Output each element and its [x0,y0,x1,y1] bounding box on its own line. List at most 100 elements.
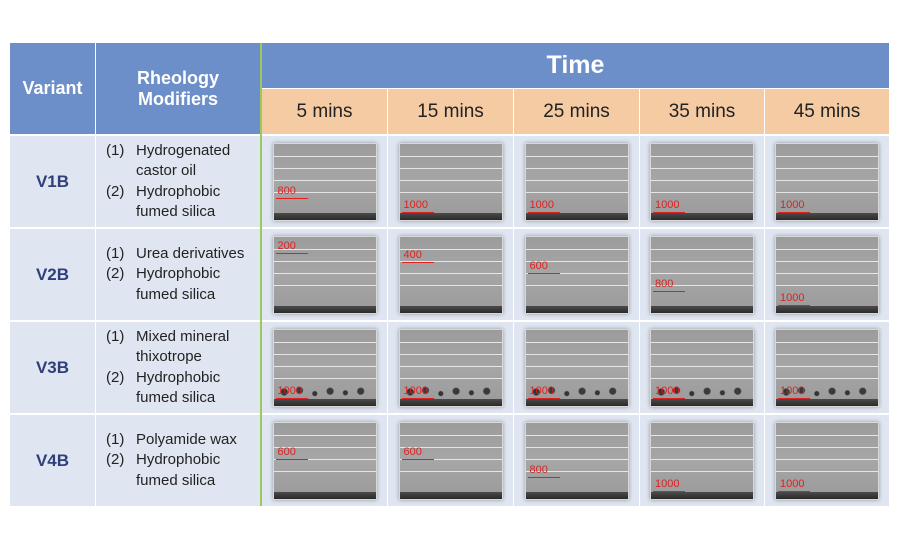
modifier-text-continued: castor oil [136,162,197,179]
modifier-text-continued: fumed silica [136,285,216,303]
panel-base [399,305,502,313]
panel-base [399,212,502,220]
sag-mark-line [653,397,685,399]
drawdown-line [776,167,878,169]
sag-mark-label: 600 [277,445,296,458]
drawdown-line [525,353,628,355]
drawdown-line [651,260,753,262]
panel-base [273,491,376,499]
variant-cell: V3B [10,322,95,413]
drawdown-line [273,179,376,181]
panel-base [776,398,878,406]
sag-test-image-cell: 800 [262,136,387,227]
sag-mark-label: 1000 [529,384,554,397]
drawdown-line [651,458,753,460]
sag-mark-label: 1000 [780,384,805,397]
sag-test-photo: 1000 [650,142,754,221]
sag-test-image-cell: 1000 [388,322,513,413]
sag-test-photo: 600 [524,235,629,314]
drawdown-line [399,353,502,355]
drawdown-line [651,179,753,181]
time-column-header: 15 mins [388,89,513,134]
sag-test-photo: 600 [398,421,503,500]
drawdown-line [273,272,376,274]
panel-base [525,212,628,220]
drawdown-line [273,353,376,355]
drawdown-line [525,377,628,379]
panel-base [651,491,753,499]
modifiers-cell: (1) Polyamide wax (2) Hydrophobic fumed sili… [96,415,260,506]
modifier-number: (2) [106,182,125,200]
sag-test-photo: 1000 [398,142,503,221]
panel-base [651,398,753,406]
variant-label: V3B [35,357,70,377]
sag-resistance-table: Variant Rheology Modifiers Time 5 mins 15… [10,43,889,506]
sag-mark-line [401,397,434,399]
column-divider [260,43,262,506]
sag-test-image-cell: 1000 [765,229,889,320]
drawdown-line [399,260,502,262]
sag-mark-label: 200 [277,239,296,252]
sag-mark-line [527,211,560,213]
time-column-label: 15 mins [417,100,484,122]
drawdown-line [651,284,753,286]
drawdown-line [273,446,376,448]
drawdown-line [651,446,753,448]
drawdown-line [651,365,753,367]
sag-test-photo: 800 [650,235,754,314]
sag-mark-label: 1000 [780,291,805,304]
rheology-modifiers-column-header: Rheology Modifiers [96,43,260,134]
drawdown-line [525,179,628,181]
sag-test-photo: 1000 [524,328,629,407]
panel-base [399,491,502,499]
time-column-header: 35 mins [640,89,764,134]
drawdown-line [651,341,753,343]
drawdown-line [273,377,376,379]
variant-label: V4B [35,450,70,470]
sag-mark-line [275,458,308,460]
drawdown-line [525,458,628,460]
modifier-item: (2) Hydrophobic [106,182,220,203]
time-column-label: 35 mins [668,100,736,122]
sag-mark-label: 600 [529,259,548,272]
sag-mark-label: 800 [277,184,296,197]
sag-test-photo: 800 [272,142,377,221]
sag-test-photo: 600 [272,421,377,500]
modifier-number: (1) [106,141,125,159]
sag-drip-marks [776,383,878,400]
time-column-header: 25 mins [514,89,639,134]
drawdown-line [525,272,628,274]
drawdown-line [273,284,376,286]
drawdown-line [525,260,628,262]
sag-test-image-cell: 1000 [765,136,889,227]
drawdown-line [651,434,753,436]
drawdown-line [525,284,628,286]
drawdown-line [273,341,376,343]
drawdown-line [525,365,628,367]
sag-test-image-cell: 1000 [514,136,639,227]
modifier-number: (1) [106,430,125,448]
drawdown-line [525,167,628,169]
drawdown-line [776,470,878,472]
sag-test-image-cell: 1000 [640,322,764,413]
drawdown-line [776,377,878,379]
drawdown-line [525,446,628,448]
drawdown-line [273,248,376,250]
sag-mark-label: 1000 [655,198,680,211]
sag-drip-marks [651,383,753,400]
sag-mark-line [778,211,810,213]
time-header-label: Time [546,51,605,79]
sag-test-image-cell: 200 [262,229,387,320]
variant-cell: V2B [10,229,95,320]
drawdown-line [273,470,376,472]
modifier-text: Hydrogenated [136,141,231,159]
time-column-label: 25 mins [543,100,610,122]
sag-test-image-cell: 1000 [388,136,513,227]
drawdown-line [776,155,878,157]
sag-test-image-cell: 800 [514,415,639,506]
panel-base [651,305,753,313]
sag-mark-line [653,211,685,213]
sag-test-image-cell: 1000 [765,322,889,413]
sag-mark-label: 800 [529,463,548,476]
drawdown-line [776,272,878,274]
